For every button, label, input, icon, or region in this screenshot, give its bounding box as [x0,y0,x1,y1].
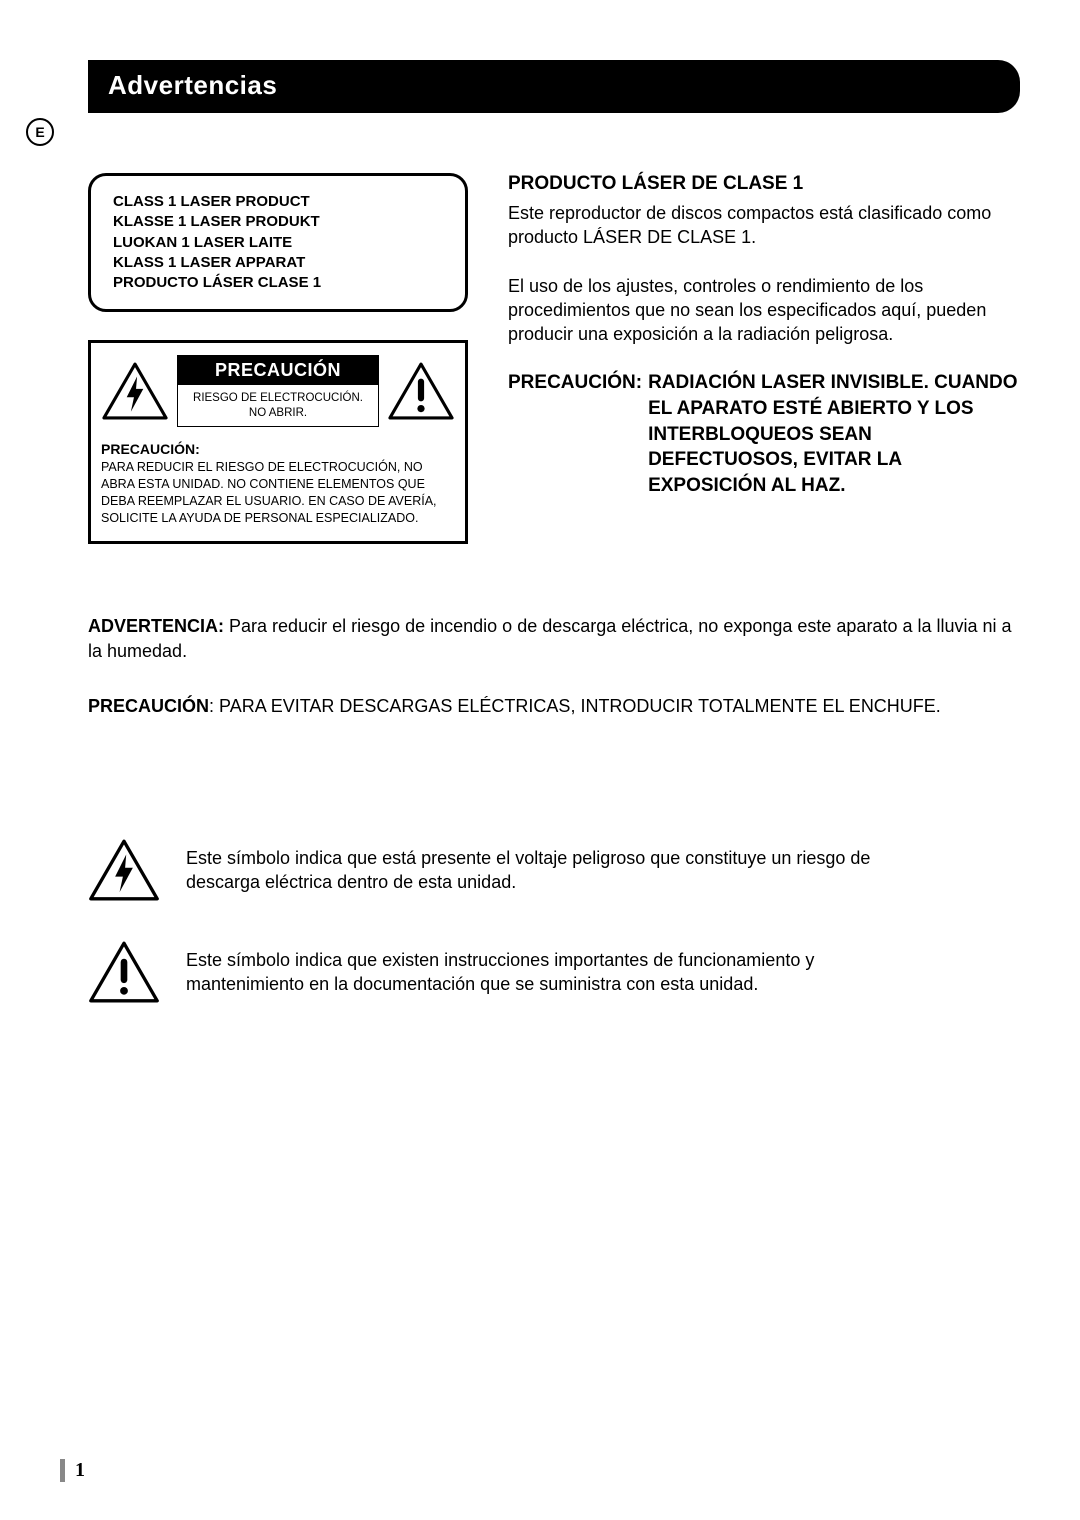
laser-line: CLASS 1 LASER PRODUCT [113,192,443,212]
bolt-symbol-text: Este símbolo indica que está presente el… [186,846,906,895]
lightning-triangle-icon [88,839,160,901]
manual-page: Advertencias E CLASS 1 LASER PRODUCT KLA… [0,0,1080,1520]
advertencia-text: Para reducir el riesgo de incendio o de … [88,616,1012,661]
caution-title: PRECAUCIÓN [178,356,378,385]
laser-para-1: Este reproductor de discos compactos est… [508,201,1020,250]
precaucion-note: PRECAUCIÓN: PARA EVITAR DESCARGAS ELÉCTR… [88,694,1020,719]
laser-line: PRODUCTO LÁSER CLASE 1 [113,273,443,293]
exclamation-symbol-text: Este símbolo indica que existen instrucc… [186,948,906,997]
full-width-notes: ADVERTENCIA: Para reducir el riesgo de i… [88,614,1020,720]
lightning-triangle-icon [101,362,169,420]
caution-body-label: PRECAUCIÓN: [101,441,455,457]
page-title: Advertencias [88,60,1020,113]
symbol-row-bolt: Este símbolo indica que está presente el… [88,839,1020,901]
caution-subtitle: RIESGO DE ELECTROCUCIÓN. NO ABRIR. [178,385,378,426]
laser-line: KLASSE 1 LASER PRODUKT [113,212,443,232]
language-badge: E [26,118,54,146]
symbol-row-exclamation: Este símbolo indica que existen instrucc… [88,941,1020,1003]
exclamation-triangle-icon [88,941,160,1003]
caution-top-row: PRECAUCIÓN RIESGO DE ELECTROCUCIÓN. NO A… [101,355,455,427]
caution-box: PRECAUCIÓN RIESGO DE ELECTROCUCIÓN. NO A… [88,340,468,543]
laser-line: LUOKAN 1 LASER LAITE [113,233,443,253]
caution-center-panel: PRECAUCIÓN RIESGO DE ELECTROCUCIÓN. NO A… [177,355,379,427]
laser-class-label: CLASS 1 LASER PRODUCT KLASSE 1 LASER PRO… [88,173,468,312]
page-number: 1 [60,1459,85,1482]
exclamation-triangle-icon [387,362,455,420]
laser-para-2: El uso de los ajustes, controles o rendi… [508,274,1020,347]
advertencia-note: ADVERTENCIA: Para reducir el riesgo de i… [88,614,1020,664]
laser-heading: PRODUCTO LÁSER DE CLASE 1 [508,173,1020,195]
precaucion-text: : PARA EVITAR DESCARGAS ELÉCTRICAS, INTR… [209,696,941,716]
laser-warning-body: RADIACIÓN LASER INVISIBLE. CUANDO EL APA… [642,370,1020,498]
laser-radiation-warning: PRECAUCIÓN: RADIACIÓN LASER INVISIBLE. C… [508,370,1020,498]
left-column: CLASS 1 LASER PRODUCT KLASSE 1 LASER PRO… [88,173,468,544]
laser-line: KLASS 1 LASER APPARAT [113,253,443,273]
laser-warning-label: PRECAUCIÓN: [508,370,642,498]
advertencia-label: ADVERTENCIA: [88,616,224,636]
caution-body-text: PARA REDUCIR EL RIESGO DE ELECTROCUCIÓN,… [101,459,455,527]
precaucion-label: PRECAUCIÓN [88,696,209,716]
right-column: PRODUCTO LÁSER DE CLASE 1 Este reproduct… [508,173,1020,544]
two-column-layout: CLASS 1 LASER PRODUCT KLASSE 1 LASER PRO… [88,173,1020,544]
